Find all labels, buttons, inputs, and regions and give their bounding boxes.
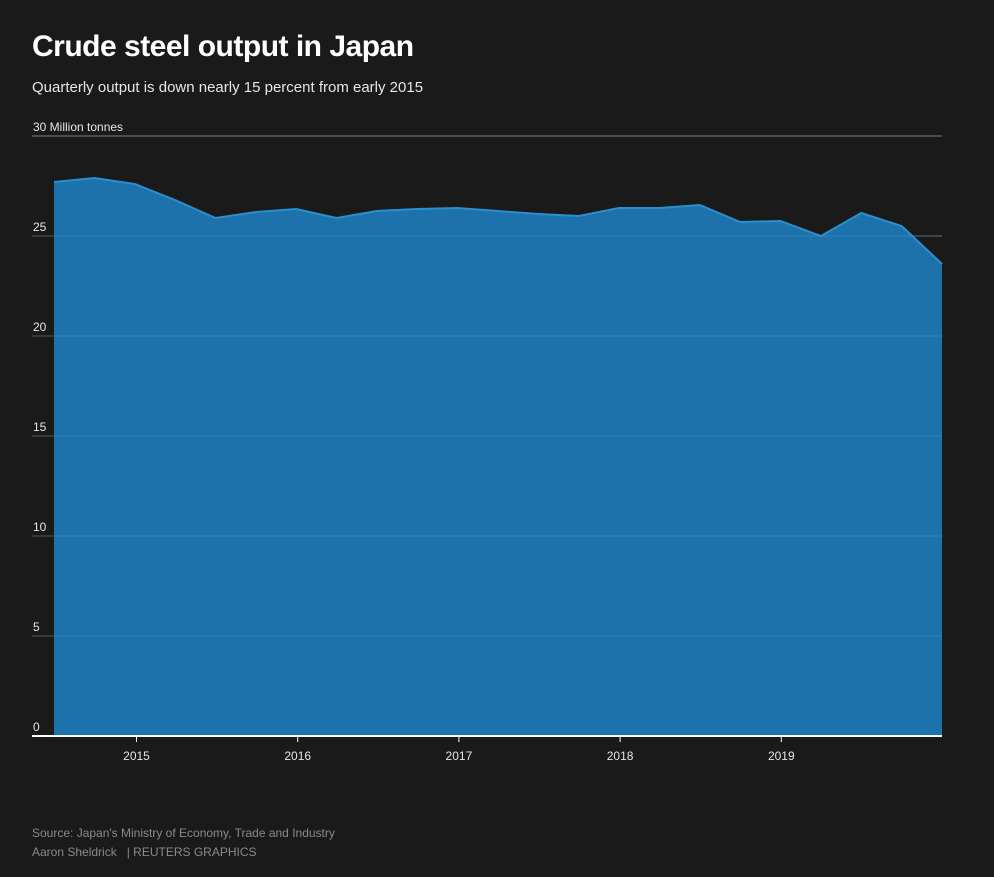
area-fill: [54, 178, 942, 736]
y-tick-label: 10: [33, 520, 47, 534]
data-point: [416, 208, 418, 210]
data-point: [295, 208, 297, 210]
data-point: [860, 212, 862, 214]
source-note: Source: Japan's Ministry of Economy, Tra…: [32, 826, 335, 840]
x-tick-label: 2018: [607, 749, 634, 763]
data-point: [93, 177, 95, 179]
data-point: [699, 204, 701, 206]
data-point: [537, 213, 539, 215]
data-point: [578, 215, 580, 217]
area-line: [53, 176, 943, 265]
data-point: [739, 221, 741, 223]
author-credit: Aaron Sheldrick: [32, 845, 117, 859]
y-tick-label: 20: [33, 320, 47, 334]
x-tick-label: 2017: [446, 749, 473, 763]
data-point: [174, 199, 176, 201]
data-point: [376, 210, 378, 212]
brand-credit: | REUTERS GRAPHICS: [126, 845, 257, 859]
y-tick-label: 5: [33, 620, 40, 634]
y-tick-label: 25: [33, 220, 47, 234]
data-point: [53, 181, 55, 183]
data-point: [941, 263, 943, 265]
data-point: [457, 207, 459, 209]
y-tick-label: 15: [33, 420, 47, 434]
y-tick-label: 0: [33, 720, 40, 734]
data-point: [659, 207, 661, 209]
data-point: [215, 217, 217, 219]
data-point: [901, 225, 903, 227]
data-point: [134, 183, 136, 185]
data-point: [780, 220, 782, 222]
credit-line: Aaron Sheldrick | REUTERS GRAPHICS: [32, 843, 335, 862]
chart-subtitle: Quarterly output is down nearly 15 perce…: [32, 79, 424, 96]
chart-footer: Source: Japan's Ministry of Economy, Tra…: [32, 824, 335, 862]
data-point: [255, 211, 257, 213]
x-tick-label: 2019: [768, 749, 795, 763]
data-point: [336, 217, 338, 219]
data-point: [497, 210, 499, 212]
x-tick-label: 2016: [284, 749, 311, 763]
x-tick-label: 2015: [123, 749, 150, 763]
y-tick-label: 30 Million tonnes: [33, 120, 123, 134]
chart-title: Crude steel output in Japan: [32, 30, 414, 63]
data-point: [618, 207, 620, 209]
